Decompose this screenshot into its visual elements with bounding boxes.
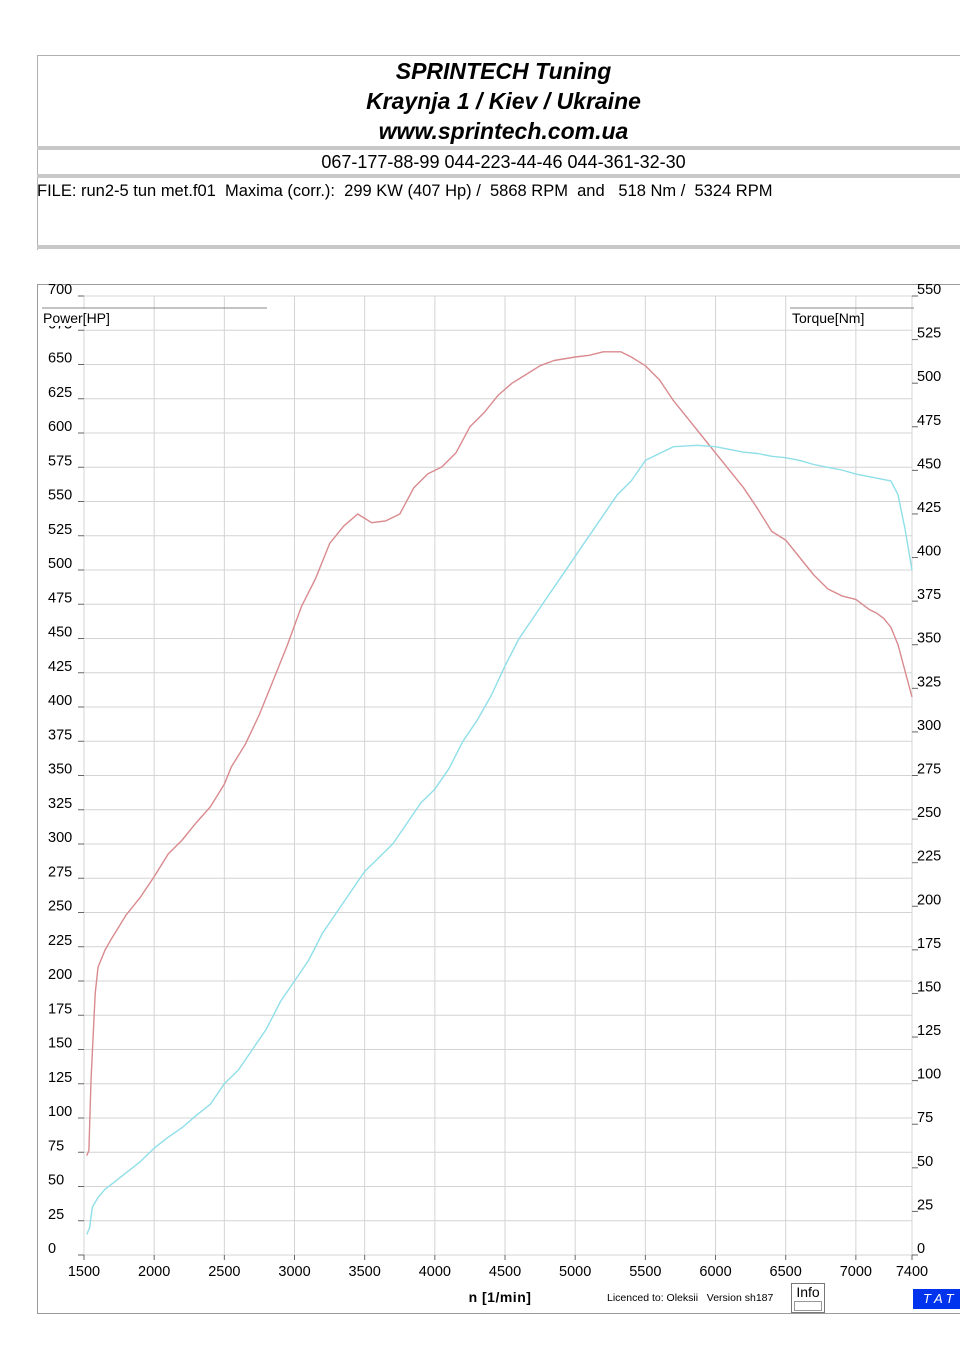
header-divider-2 (37, 174, 960, 178)
right-tick-label: 150 (917, 979, 941, 995)
file-info: FILE: run2-5 tun met.f01 Maxima (corr.):… (37, 182, 773, 200)
left-tick-label: 425 (48, 659, 72, 675)
right-tick-label: 0 (917, 1241, 925, 1257)
x-tick-label: 2000 (138, 1264, 170, 1280)
left-tick-label: 700 (48, 282, 72, 298)
info-inner-box (794, 1301, 822, 1311)
left-tick-label: 350 (48, 762, 72, 778)
left-tick-label: 150 (48, 1036, 72, 1052)
x-tick-label: 3000 (278, 1264, 310, 1280)
left-tick-label: 500 (48, 556, 72, 572)
left-tick-label: 450 (48, 625, 72, 641)
x-tick-label: 7000 (840, 1264, 872, 1280)
website: www.sprintech.com.ua (378, 118, 629, 144)
right-tick-label: 375 (917, 587, 941, 603)
right-tick-label: 325 (917, 674, 941, 690)
x-tick-label: 2500 (208, 1264, 240, 1280)
chart-frame (37, 284, 960, 1314)
left-tick-label: 50 (48, 1173, 64, 1189)
right-tick-label: 225 (917, 849, 941, 865)
x-tick-label: 5500 (629, 1264, 661, 1280)
left-tick-label: 125 (48, 1070, 72, 1086)
left-tick-label: 325 (48, 796, 72, 812)
header-left-rule (37, 55, 38, 250)
left-tick-label: 25 (48, 1207, 64, 1223)
right-tick-label: 25 (917, 1197, 933, 1213)
left-axis-label: Power[HP] (43, 310, 110, 326)
x-tick-label: 7400 (896, 1264, 928, 1280)
left-tick-label: 475 (48, 590, 72, 606)
right-tick-label: 125 (917, 1023, 941, 1039)
x-axis-label: n [1/min] (468, 1289, 532, 1305)
left-tick-label: 600 (48, 419, 72, 435)
header-divider-3 (37, 245, 960, 249)
right-tick-label: 100 (917, 1067, 941, 1083)
tat-badge: TAT (913, 1289, 960, 1309)
left-tick-label: 250 (48, 899, 72, 915)
left-tick-label: 300 (48, 830, 72, 846)
right-tick-label: 475 (917, 413, 941, 429)
right-tick-label: 350 (917, 631, 941, 647)
licence-text: Licenced to: Oleksii Version sh187 (607, 1292, 774, 1304)
right-axis-label: Torque[Nm] (792, 310, 864, 326)
left-tick-label: 0 (48, 1241, 56, 1257)
address: Kraynja 1 / Kiev / Ukraine (366, 88, 641, 114)
phone-numbers: 067-177-88-99 044-223-44-46 044-361-32-3… (321, 152, 686, 172)
header-top-rule (37, 55, 960, 56)
x-tick-label: 4000 (419, 1264, 451, 1280)
x-tick-label: 3500 (349, 1264, 381, 1280)
right-tick-label: 250 (917, 805, 941, 821)
right-tick-label: 175 (917, 936, 941, 952)
right-tick-label: 450 (917, 456, 941, 472)
power-line (86, 444, 913, 1235)
right-tick-label: 550 (917, 282, 941, 298)
left-axis-label-bg (42, 309, 117, 326)
left-tick-label: 375 (48, 727, 72, 743)
left-tick-label: 75 (48, 1138, 64, 1154)
left-tick-label: 100 (48, 1104, 72, 1120)
left-tick-label: 525 (48, 522, 72, 538)
left-tick-label: 550 (48, 488, 72, 504)
info-button[interactable]: Info (791, 1283, 825, 1313)
left-tick-label: 225 (48, 933, 72, 949)
right-axis-ticks: 0 25 50 75 100 125 150 175 200 225 250 275 300 325 350… (912, 282, 941, 1257)
info-label: Info (796, 1284, 820, 1300)
x-tick-label: 6500 (770, 1264, 802, 1280)
x-axis-ticks: 1500 2000 2500 3000 3500 4000 4500 5000 5500 6000… (68, 1255, 928, 1280)
left-tick-label: 625 (48, 385, 72, 401)
x-tick-label: 6000 (699, 1264, 731, 1280)
right-tick-label: 200 (917, 892, 941, 908)
left-tick-label: 400 (48, 693, 72, 709)
right-tick-label: 75 (917, 1110, 933, 1126)
right-tick-label: 500 (917, 369, 941, 385)
right-tick-label: 300 (917, 718, 941, 734)
left-tick-label: 175 (48, 1001, 72, 1017)
x-tick-label: 5000 (559, 1264, 591, 1280)
header-titles: SPRINTECH Tuning Kraynja 1 / Kiev / Ukra… (37, 56, 960, 146)
left-tick-label: 200 (48, 967, 72, 983)
torque-line (86, 351, 913, 1156)
right-tick-label: 50 (917, 1154, 933, 1170)
page-title: SPRINTECH Tuning (395, 58, 612, 84)
left-tick-label: 575 (48, 453, 72, 469)
left-tick-label: 275 (48, 864, 72, 880)
x-tick-label: 1500 (68, 1264, 100, 1280)
header-divider-1 (37, 146, 960, 150)
right-tick-label: 425 (917, 500, 941, 516)
left-axis-ticks: 0 25 50 75 100 125 150 175 200 225 250 275 300 325 350… (48, 282, 84, 1257)
right-tick-label: 275 (917, 762, 941, 778)
right-tick-label: 400 (917, 544, 941, 560)
chart-series (86, 351, 913, 1235)
chart-grid (83, 295, 913, 1256)
left-tick-label: 650 (48, 351, 72, 367)
x-tick-label: 4500 (489, 1264, 521, 1280)
right-tick-label: 525 (917, 326, 941, 342)
